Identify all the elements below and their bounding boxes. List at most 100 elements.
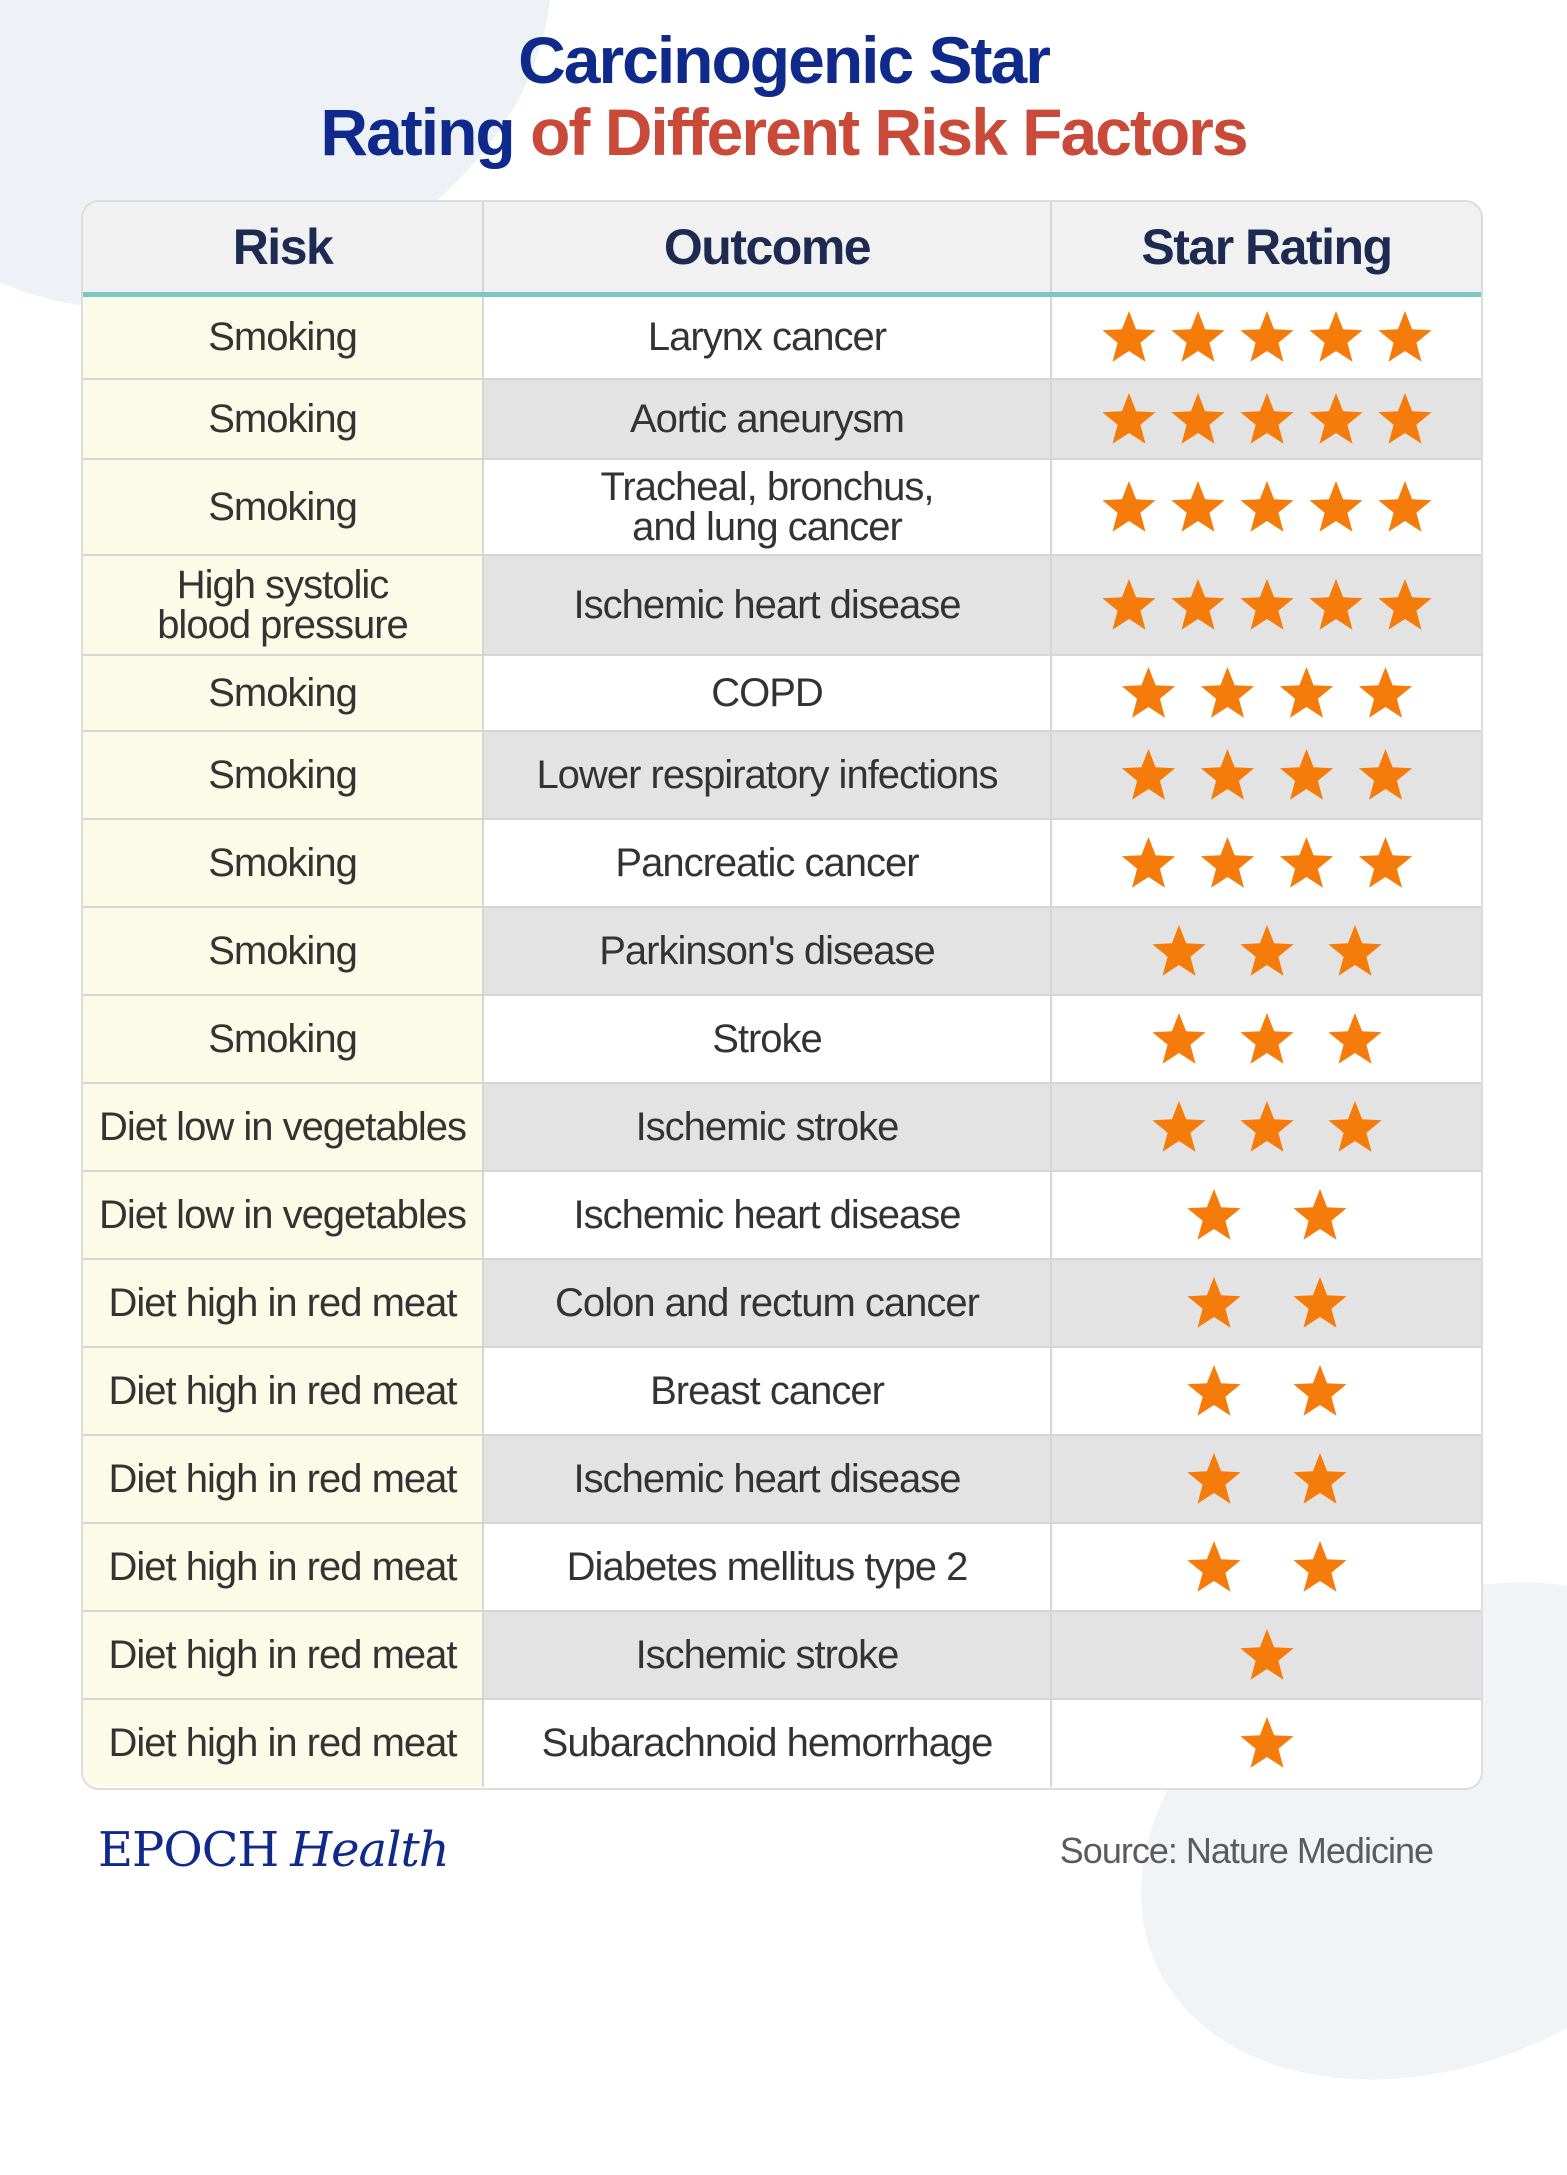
star-icon xyxy=(1187,1452,1241,1504)
epoch-health-logo: EPOCH Health xyxy=(98,1822,450,1878)
star-rating xyxy=(1152,1012,1382,1064)
star-icon xyxy=(1121,748,1176,800)
star-icon xyxy=(1358,748,1413,800)
star-icon xyxy=(1171,578,1225,630)
header-outcome: Outcome xyxy=(483,202,1052,297)
star-icon xyxy=(1240,1717,1294,1768)
star-rating-cell xyxy=(1051,458,1481,556)
table-row: Diet high in red meat Subarachnoid hemorr… xyxy=(83,1698,1481,1787)
table-row: Smoking Pancreatic cancer xyxy=(83,818,1481,908)
logo-italic: Health xyxy=(290,1822,449,1878)
outcome-text: Diabetes mellitus type 2 xyxy=(566,1544,969,1589)
star-rating xyxy=(1102,578,1432,630)
outcome-cell: Stroke xyxy=(483,994,1052,1084)
risk-text: Diet high in red meat xyxy=(108,1721,457,1765)
star-rating-cell xyxy=(1051,994,1481,1084)
outcome-text: Parkinson's disease xyxy=(599,928,935,973)
title-line-1-text: Carcinogenic Star xyxy=(518,23,1051,97)
star-icon xyxy=(1328,1100,1382,1152)
star-rating xyxy=(1187,1188,1347,1240)
star-icon xyxy=(1102,480,1156,532)
header-row: Risk Outcome Star Rating xyxy=(83,202,1481,297)
outcome-cell: Diabetes mellitus type 2 xyxy=(483,1522,1052,1612)
outcome-text: Subarachnoid hemorrhage xyxy=(541,1721,994,1765)
outcome-text: Stroke xyxy=(712,1016,823,1061)
star-rating-cell xyxy=(1051,1610,1481,1700)
risk-text: Smoking xyxy=(208,1016,358,1061)
star-rating xyxy=(1240,1717,1294,1768)
risk-text: Smoking xyxy=(208,752,358,797)
table-row: Smoking Parkinson's disease xyxy=(83,906,1481,996)
table-row: Smoking Lower respiratory infections xyxy=(83,730,1481,820)
star-icon xyxy=(1358,836,1413,888)
star-rating-cell xyxy=(1051,818,1481,908)
risk-text: Smoking xyxy=(208,396,358,441)
star-rating xyxy=(1102,311,1432,362)
outcome-text: Pancreatic cancer xyxy=(615,840,919,885)
outcome-cell: Ischemic heart disease xyxy=(483,554,1052,656)
outcome-text: Ischemic heart disease xyxy=(573,582,961,627)
star-rating xyxy=(1121,748,1413,800)
risk-cell: Smoking xyxy=(83,730,484,820)
star-icon xyxy=(1279,748,1334,800)
star-rating-cell xyxy=(1051,1082,1481,1172)
star-icon xyxy=(1309,392,1363,444)
risk-cell: Smoking xyxy=(83,994,484,1084)
star-rating xyxy=(1152,924,1382,976)
star-icon xyxy=(1293,1188,1347,1240)
star-rating-cell xyxy=(1051,1698,1481,1787)
outcome-cell: Ischemic stroke xyxy=(483,1082,1052,1172)
risk-text: Diet high in red meat xyxy=(108,1544,457,1589)
risk-text: Diet high in red meat xyxy=(108,1280,457,1325)
outcome-text: Ischemic heart disease xyxy=(573,1192,961,1237)
star-icon xyxy=(1240,311,1294,362)
star-icon xyxy=(1200,666,1255,718)
star-icon xyxy=(1240,480,1294,532)
table-row: High systolic blood pressure Ischemic hear… xyxy=(83,554,1481,656)
outcome-text: Breast cancer xyxy=(650,1368,885,1413)
star-icon xyxy=(1121,666,1176,718)
star-icon xyxy=(1171,311,1225,362)
rating-table-grid: Risk Outcome Star Rating Smoking Larynx c… xyxy=(83,202,1481,1787)
star-rating-cell xyxy=(1051,906,1481,996)
outcome-cell: Pancreatic cancer xyxy=(483,818,1052,908)
risk-text: High systolic blood pressure xyxy=(157,562,409,647)
outcome-cell: Tracheal, bronchus, and lung cancer xyxy=(483,458,1052,556)
star-icon xyxy=(1171,392,1225,444)
star-rating-cell xyxy=(1051,1346,1481,1436)
star-icon xyxy=(1102,392,1156,444)
star-icon xyxy=(1293,1540,1347,1592)
star-rating xyxy=(1187,1452,1347,1504)
table-row: Diet high in red meat Breast cancer xyxy=(83,1346,1481,1436)
star-icon xyxy=(1152,924,1206,976)
risk-text: Diet low in vegetables xyxy=(98,1192,467,1237)
outcome-cell: Breast cancer xyxy=(483,1346,1052,1436)
risk-cell: Diet high in red meat xyxy=(83,1258,484,1348)
outcome-cell: Lower respiratory infections xyxy=(483,730,1052,820)
star-rating-cell xyxy=(1051,378,1481,460)
risk-text: Smoking xyxy=(208,315,358,360)
header-star-rating: Star Rating xyxy=(1051,202,1481,297)
star-icon xyxy=(1152,1100,1206,1152)
outcome-cell: Parkinson's disease xyxy=(483,906,1052,996)
table-row: Smoking Aortic aneurysm xyxy=(83,378,1481,460)
star-icon xyxy=(1279,666,1334,718)
star-rating-cell xyxy=(1051,554,1481,656)
star-rating-cell xyxy=(1051,1170,1481,1260)
risk-text: Smoking xyxy=(208,840,358,885)
outcome-text: Ischemic stroke xyxy=(635,1632,900,1677)
table-row: Smoking COPD xyxy=(83,654,1481,732)
title-line-1: Carcinogenic Star xyxy=(0,24,1567,96)
table-row: Smoking Larynx cancer xyxy=(83,294,1481,380)
outcome-text: Larynx cancer xyxy=(647,315,887,360)
star-icon xyxy=(1358,666,1413,718)
table-row: Diet high in red meat Colon and rectum ca… xyxy=(83,1258,1481,1348)
star-rating xyxy=(1102,392,1432,444)
star-icon xyxy=(1200,836,1255,888)
star-icon xyxy=(1293,1364,1347,1416)
outcome-cell: Ischemic heart disease xyxy=(483,1170,1052,1260)
star-icon xyxy=(1309,578,1363,630)
outcome-cell: Ischemic heart disease xyxy=(483,1434,1052,1524)
risk-cell: Smoking xyxy=(83,906,484,996)
star-icon xyxy=(1293,1276,1347,1328)
